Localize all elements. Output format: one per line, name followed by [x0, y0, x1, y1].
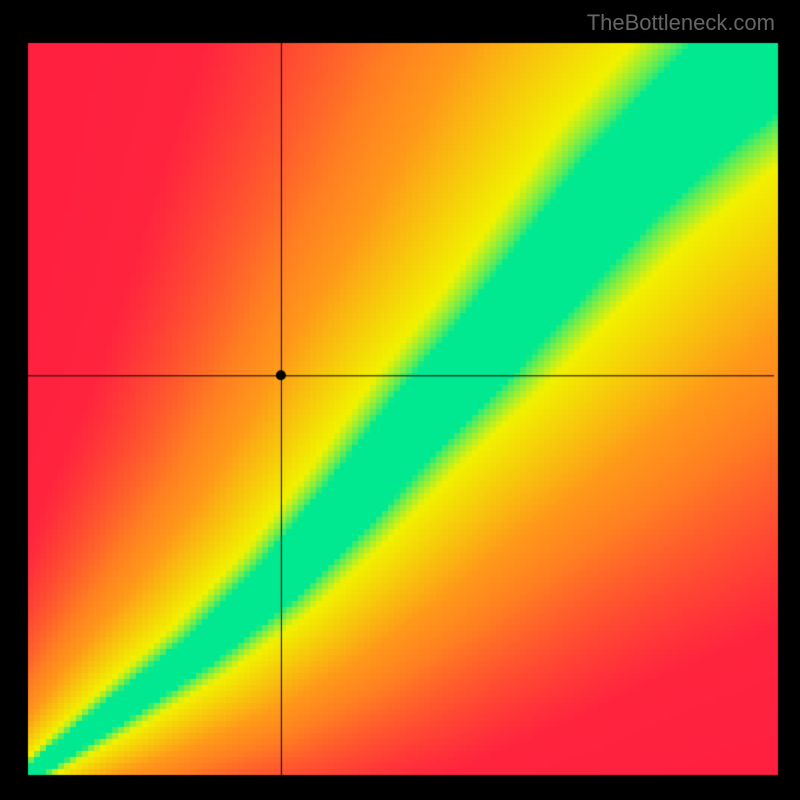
plot-outer-frame: [0, 0, 800, 800]
chart-container: TheBottleneck.com: [0, 0, 800, 800]
bottleneck-heatmap: [0, 0, 800, 800]
watermark-text: TheBottleneck.com: [587, 10, 775, 36]
